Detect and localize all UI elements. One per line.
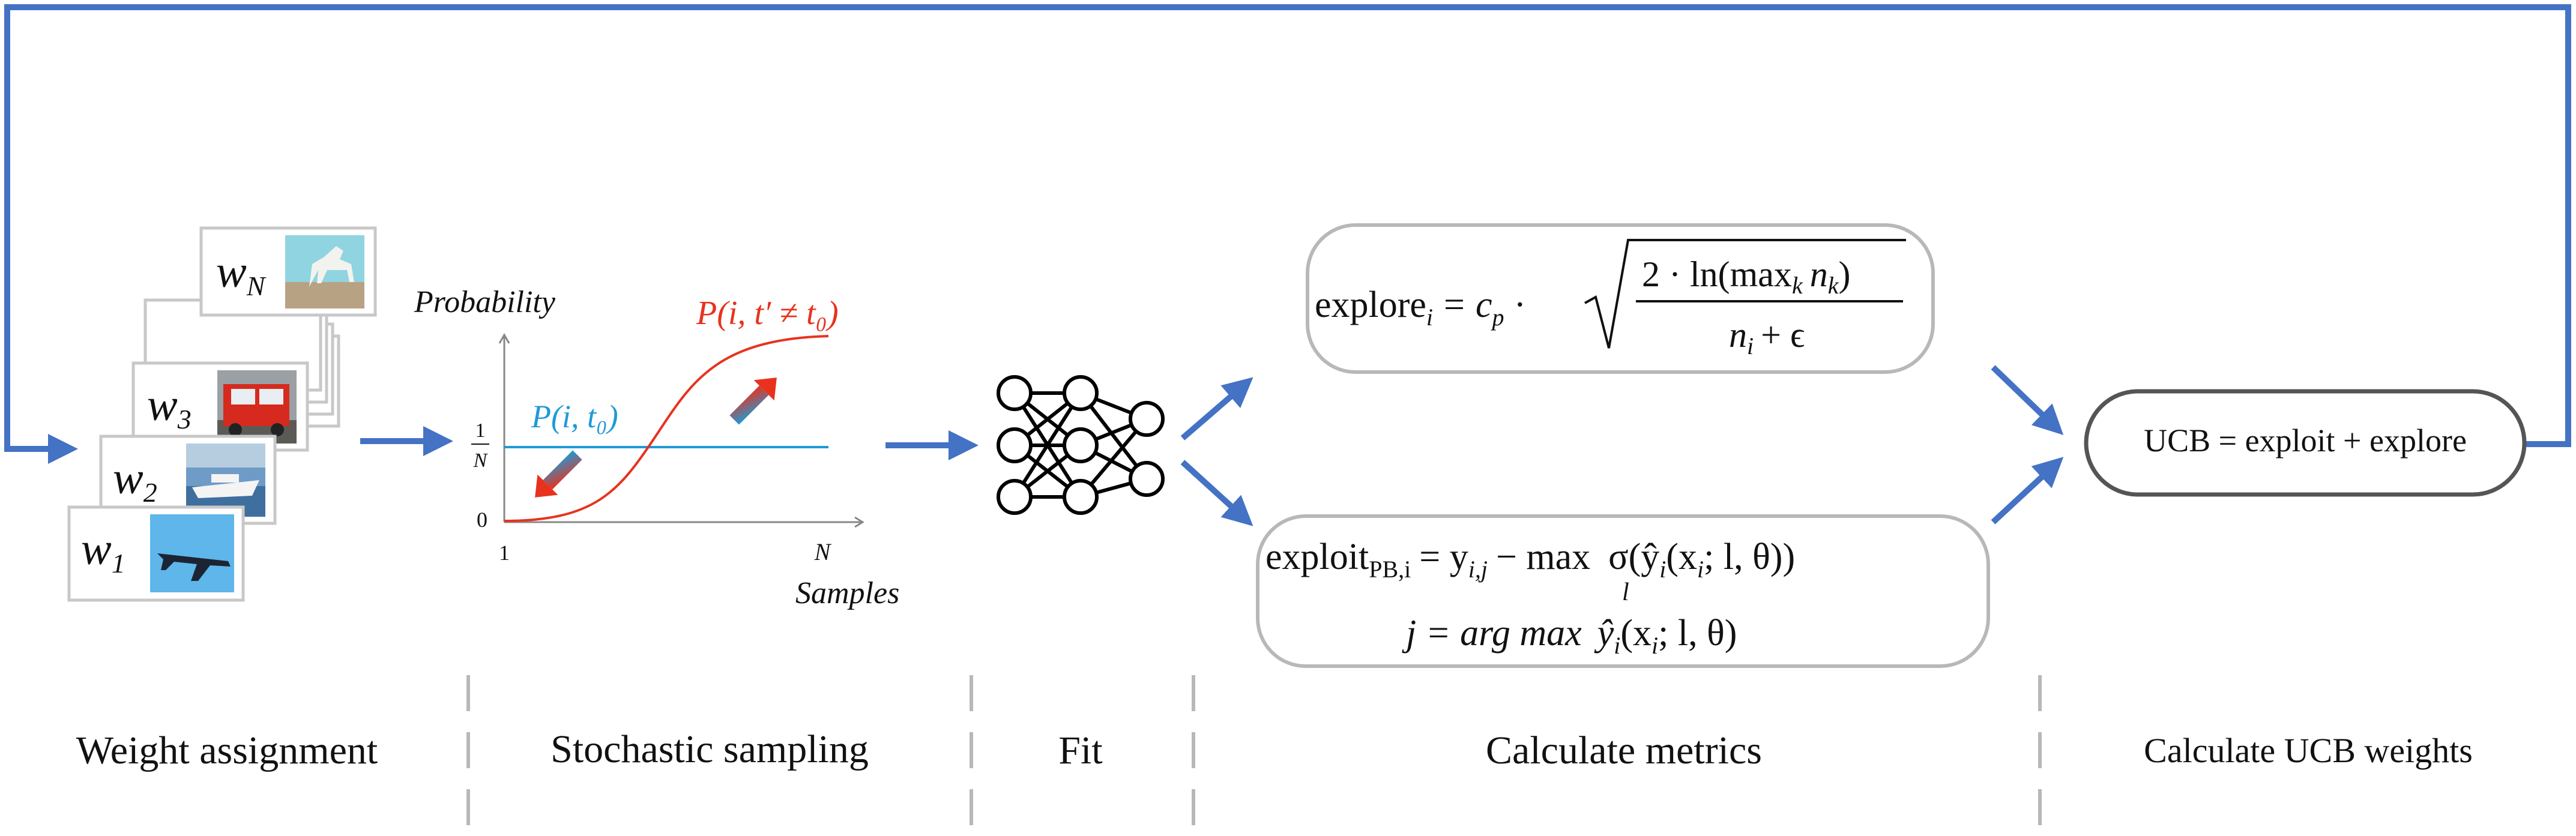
explore-box: explorei = cp · 2 · ln(maxk nk) ni + ϵ <box>1306 223 1935 374</box>
neural-network-icon <box>997 375 1165 515</box>
stage-fit: Fit <box>1058 729 1102 772</box>
y-tick-1-over-n-den: N <box>473 450 489 472</box>
exploit-max-subscript: l <box>1622 579 1629 606</box>
horse-image <box>285 235 364 308</box>
plot-x-label: Samples <box>795 576 899 610</box>
decrease-arrow <box>535 450 582 498</box>
blue-line-label: P(i, t₀) <box>531 398 618 435</box>
ucb-formula: UCB = exploit + explore <box>2144 423 2467 459</box>
explore-numerator: 2 · ln(maxk nk) <box>1642 254 1850 299</box>
arrow-fit-to-explore <box>1180 377 1253 441</box>
increase-arrow <box>729 377 777 425</box>
explore-denominator: ni + ϵ <box>1729 315 1805 359</box>
weight-card-stack: wN w3 <box>67 226 377 602</box>
airplane-image <box>150 514 234 592</box>
y-tick-zero: 0 <box>477 508 487 532</box>
sampling-plot: Probability Samples 1 N 0 1 N P(i, t′ ≠ … <box>414 285 899 610</box>
red-curve-label: P(i, t′ ≠ t₀) <box>696 295 839 332</box>
stage-labels: Weight assignment Stochastic sampling Fi… <box>76 727 2473 772</box>
arrow-exploit-to-ucb <box>1991 457 2064 525</box>
red-probability-curve <box>504 335 829 522</box>
weight-label-1: w1 <box>81 524 125 579</box>
weight-label-3: w3 <box>147 380 192 435</box>
stage-separators <box>466 675 2042 836</box>
exploit-formula-line-2: j = arg max ŷi(xi; l, θ) <box>1402 613 1737 659</box>
arrow-fit-to-exploit <box>1180 460 1253 526</box>
x-tick-n: N <box>814 538 832 565</box>
stage-calculate-metrics: Calculate metrics <box>1486 729 1762 772</box>
feedback-loop-line <box>4 4 2571 464</box>
weight-label-2: w2 <box>113 453 157 508</box>
stage-calculate-ucb-weights: Calculate UCB weights <box>2144 731 2473 770</box>
weight-card-1: w1 <box>67 505 245 602</box>
stage-weight-assignment: Weight assignment <box>76 729 378 772</box>
weight-label-n: wN <box>216 247 267 301</box>
x-tick-one: 1 <box>499 541 510 565</box>
truck-image <box>217 370 297 444</box>
stage-stochastic-sampling: Stochastic sampling <box>550 727 869 771</box>
weight-card-n: wN <box>199 226 377 317</box>
ship-image <box>186 444 265 517</box>
plot-y-label: Probability <box>414 285 556 319</box>
explore-formula-lhs: explorei = cp · <box>1315 284 1526 331</box>
ucb-box: UCB = exploit + explore <box>2084 389 2527 497</box>
y-tick-1-over-n-num: 1 <box>475 420 486 442</box>
exploit-formula-line-1: exploitPB,i = yi,j − max σ(ŷi(xi; l, θ)) <box>1265 537 1795 583</box>
arrow-explore-to-ucb <box>1991 365 2064 435</box>
sqrt-radical <box>1584 239 1906 349</box>
exploit-box: exploitPB,i = yi,j − max σ(ŷi(xi; l, θ)) l … <box>1256 514 1990 668</box>
